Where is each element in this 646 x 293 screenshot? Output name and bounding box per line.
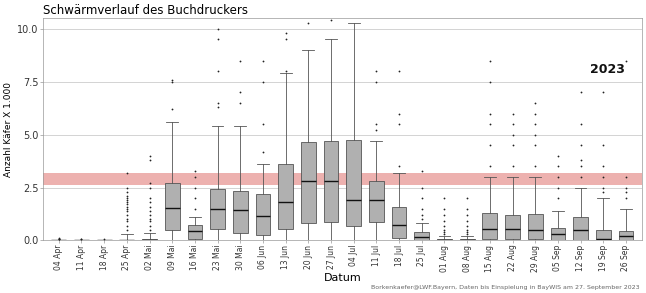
Bar bbox=[414, 232, 429, 241]
Bar bbox=[483, 213, 497, 239]
Text: Borkenkaefer@LWF.Bayern, Daten bis Einspielung in BayWIS am 27. September 2023: Borkenkaefer@LWF.Bayern, Daten bis Einsp… bbox=[371, 285, 640, 290]
Bar bbox=[233, 191, 247, 233]
Bar bbox=[324, 141, 339, 222]
Text: Schwärmverlauf des Buchdruckers: Schwärmverlauf des Buchdruckers bbox=[43, 4, 248, 17]
Bar bbox=[187, 224, 202, 239]
Bar bbox=[619, 231, 633, 241]
Bar bbox=[460, 239, 475, 241]
Bar bbox=[505, 215, 520, 239]
Bar bbox=[346, 140, 361, 226]
X-axis label: Datum: Datum bbox=[324, 273, 361, 283]
Bar bbox=[301, 142, 316, 224]
Bar bbox=[573, 217, 588, 240]
Bar bbox=[437, 239, 452, 241]
Bar bbox=[528, 214, 543, 239]
Bar bbox=[278, 164, 293, 229]
Bar bbox=[596, 230, 610, 241]
Bar bbox=[391, 207, 406, 238]
Bar bbox=[369, 181, 384, 222]
Bar bbox=[120, 240, 134, 241]
Bar bbox=[256, 194, 270, 235]
Text: 2023: 2023 bbox=[590, 63, 625, 76]
Bar bbox=[43, 173, 642, 185]
Y-axis label: Anzahl Käfer X 1.000: Anzahl Käfer X 1.000 bbox=[4, 82, 13, 177]
Bar bbox=[142, 239, 157, 241]
Bar bbox=[550, 228, 565, 240]
Bar bbox=[210, 189, 225, 229]
Bar bbox=[165, 183, 180, 230]
